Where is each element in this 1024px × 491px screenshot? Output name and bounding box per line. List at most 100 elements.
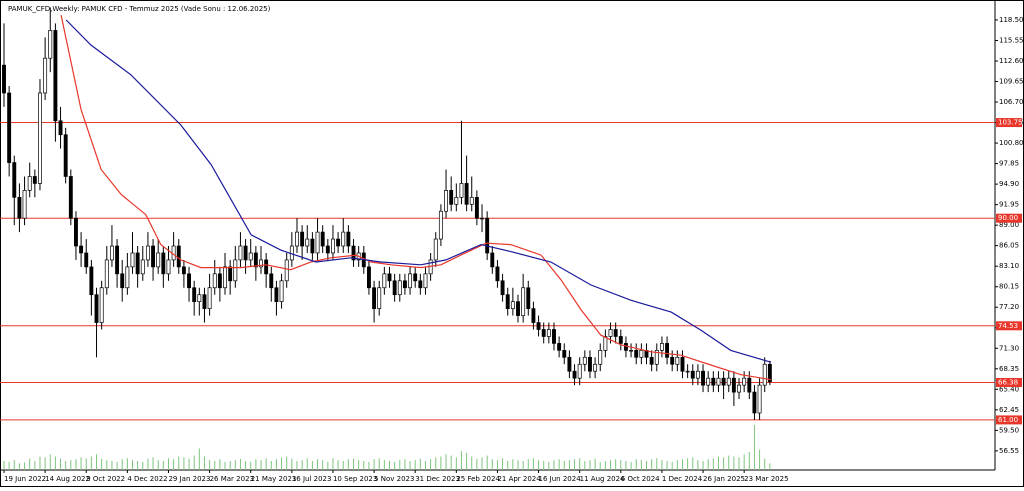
candle-body: [706, 377, 711, 386]
candle-body: [22, 190, 27, 219]
candle-body: [752, 391, 757, 414]
candle-body: [207, 287, 212, 309]
candle-body: [120, 273, 125, 289]
candle-body: [408, 273, 413, 289]
level-label-box: [996, 118, 1022, 128]
x-tick-label: 5 Nov 2023: [374, 475, 414, 483]
candle-body: [665, 343, 670, 358]
candle-body: [603, 336, 608, 351]
candle-body: [259, 259, 263, 268]
candle-body: [63, 134, 68, 177]
candle-body: [12, 162, 17, 198]
candle-body: [176, 245, 181, 268]
candle-body: [618, 336, 623, 344]
candle-body: [500, 280, 505, 296]
x-tick-label: 9 Oct 2022: [86, 475, 125, 483]
candle-body: [495, 266, 500, 282]
candle-body: [577, 363, 582, 379]
candle-body: [32, 176, 37, 184]
candle-body: [685, 370, 690, 373]
y-tick-label: 80.15: [999, 283, 1019, 291]
x-tick-label: 26 Mar 2023: [210, 475, 254, 483]
candle-body: [217, 273, 222, 289]
candle-body: [510, 301, 515, 309]
candle-body: [742, 377, 747, 386]
candle-body: [521, 287, 526, 316]
candle-body: [731, 377, 736, 393]
y-tick-label: 71.30: [999, 344, 1019, 352]
candle-body: [115, 245, 120, 275]
candle-body: [588, 356, 592, 372]
level-label-box: [996, 321, 1022, 331]
candle-body: [562, 350, 567, 358]
x-tick-label: 23 Mar 2025: [744, 475, 788, 483]
candle-body: [464, 183, 469, 205]
candle-body: [264, 259, 269, 275]
candle-body: [757, 384, 762, 414]
candle-body: [382, 273, 387, 289]
candle-body: [418, 280, 423, 289]
candle-body: [104, 259, 109, 289]
candle-body: [145, 245, 150, 261]
candle-body: [253, 252, 258, 268]
moving-average-line: [65, 19, 772, 363]
candle-body: [305, 238, 310, 247]
candle-body: [572, 370, 577, 379]
candle-body: [7, 92, 12, 163]
candle-body: [243, 245, 248, 261]
level-label: 66.38: [998, 378, 1018, 386]
candle-body: [531, 308, 536, 323]
candle-body: [130, 252, 135, 268]
chart-title: PAMUK_CFD,Weekly: PAMUK CFD - Temmuz 202…: [8, 5, 271, 13]
candle-body: [726, 377, 731, 386]
candle-body: [392, 280, 397, 296]
y-tick-label: 65.40: [999, 385, 1019, 393]
y-tick-label: 62.45: [999, 406, 1019, 414]
y-tick-label: 56.55: [999, 447, 1019, 455]
candle-body: [187, 273, 191, 289]
candle-body: [346, 231, 351, 247]
candle-body: [639, 350, 644, 358]
candle-body: [99, 287, 104, 323]
x-tick-label: 25 Feb 2024: [456, 475, 500, 483]
x-tick-label: 11 Aug 2024: [580, 475, 625, 483]
candle-body: [135, 252, 140, 275]
candle-body: [680, 356, 685, 372]
moving-average-line: [60, 14, 771, 381]
candle-body: [459, 183, 464, 198]
candle-body: [43, 57, 48, 94]
candle-body: [156, 252, 161, 268]
candle-body: [474, 196, 479, 219]
candle-body: [89, 266, 94, 296]
candle-body: [94, 294, 99, 323]
x-tick-label: 21 Apr 2024: [497, 475, 541, 483]
level-label: 61.00: [998, 416, 1018, 424]
y-tick-label: 91.95: [999, 201, 1019, 209]
candle-body: [695, 370, 700, 379]
candle-body: [675, 356, 680, 365]
x-tick-label: 26 Jan 2025: [703, 475, 745, 483]
candle-body: [202, 294, 207, 309]
candle-body: [516, 301, 520, 316]
candle-body: [608, 329, 613, 337]
candle-body: [269, 273, 274, 289]
candle-body: [79, 245, 84, 254]
candle-body: [505, 294, 510, 309]
level-label-box: [996, 415, 1022, 425]
x-tick-label: 10 Sep 2023: [333, 475, 377, 483]
candle-body: [716, 377, 721, 386]
level-label-box: [996, 377, 1022, 387]
candle-body: [469, 196, 474, 205]
candle-body: [449, 190, 454, 205]
candle-body: [212, 273, 217, 289]
y-tick-label: 106.70: [999, 98, 1024, 106]
candle-body: [387, 273, 392, 282]
candle-body: [315, 231, 320, 254]
candle-body: [48, 30, 53, 59]
candle-body: [480, 217, 484, 220]
candle-body: [38, 92, 42, 184]
level-label: 74.53: [998, 322, 1018, 330]
candle-body: [423, 273, 428, 289]
candle-body: [557, 343, 562, 351]
